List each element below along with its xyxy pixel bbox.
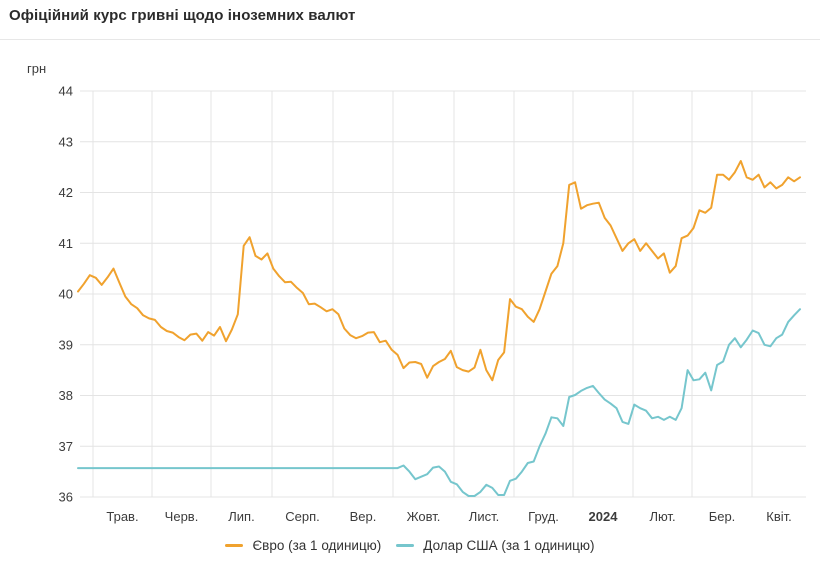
y-tick-label: 39 (59, 337, 73, 352)
legend-item-usd[interactable]: Долар США (за 1 одиницю) (396, 538, 595, 553)
x-tick-label: Трав. (106, 509, 138, 524)
x-tick-label: Лист. (469, 509, 499, 524)
x-tick-label: Лют. (649, 509, 675, 524)
y-tick-label: 41 (59, 236, 73, 251)
y-tick-label: 37 (59, 439, 73, 454)
y-tick-label: 42 (59, 185, 73, 200)
x-tick-label: Черв. (165, 509, 199, 524)
legend-label: Євро (за 1 одиницю) (252, 538, 382, 553)
x-tick-label: Вер. (350, 509, 377, 524)
y-tick-label: 36 (59, 490, 73, 505)
chart-legend: Євро (за 1 одиницю) Долар США (за 1 одини… (0, 538, 820, 553)
x-tick-label: Серп. (285, 509, 320, 524)
x-tick-label: Жовт. (407, 509, 441, 524)
y-tick-label: 38 (59, 388, 73, 403)
y-axis-unit-label: грн (27, 61, 47, 76)
y-tick-label: 43 (59, 134, 73, 149)
x-tick-label: 2024 (589, 509, 619, 524)
page-title: Офіційний курс гривні щодо іноземних вал… (9, 7, 356, 24)
exchange-rate-chart[interactable]: 36 37 38 39 40 41 42 43 44 Трав. Черв. Лип. Серп. Вер… (0, 0, 820, 534)
legend-line-swatch (396, 544, 415, 547)
legend-label: Долар США (за 1 одиницю) (423, 538, 595, 553)
euro-series-line[interactable] (77, 160, 801, 382)
y-tick-label: 44 (59, 84, 73, 99)
x-tick-label: Квіт. (766, 509, 792, 524)
x-tick-label: Груд. (528, 509, 559, 524)
legend-line-swatch (225, 544, 244, 547)
legend-item-euro[interactable]: Євро (за 1 одиницю) (225, 538, 381, 553)
y-tick-label: 40 (59, 287, 73, 302)
title-divider (0, 39, 820, 40)
x-tick-label: Лип. (228, 509, 254, 524)
x-tick-label: Бер. (709, 509, 736, 524)
usd-series-line[interactable] (77, 308, 801, 497)
